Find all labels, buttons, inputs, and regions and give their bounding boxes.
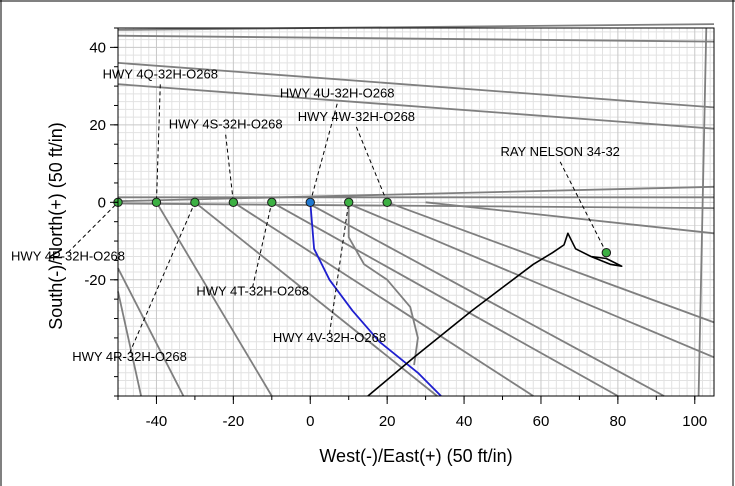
leader-line (309, 103, 338, 203)
offset-wellpath-line (386, 201, 715, 324)
x-tick-label: 60 (533, 413, 550, 430)
y-tick-label: 20 (89, 117, 106, 134)
well-marker (267, 197, 277, 208)
x-tick-label: 100 (682, 413, 707, 430)
well-marker (382, 197, 392, 208)
offset-wellpath-line (271, 201, 619, 397)
leader-line (225, 134, 234, 203)
leader-line (328, 202, 350, 334)
well-marker (344, 197, 354, 208)
well-label: HWY 4V-32H-O268 (273, 330, 386, 345)
well-label: HWY 4Q-32H-O268 (103, 66, 218, 81)
wellpath-line-blue (309, 202, 442, 397)
well-label: HWY 4S-32H-O268 (169, 117, 283, 132)
x-tick-label: -40 (146, 413, 168, 430)
offset-wellpath-line (232, 201, 534, 397)
offset-wellpath-line (117, 34, 715, 43)
offset-wellpath-line (344, 201, 715, 359)
offset-wellpath-line (117, 202, 715, 209)
y-tick-label: 0 (98, 194, 106, 211)
y-tick-label: -20 (84, 272, 106, 289)
well-marker (305, 197, 315, 208)
leader-line (252, 202, 273, 288)
x-axis-title: West(-)/East(+) (50 ft/in) (319, 446, 512, 466)
axis-ticks: -40 -20 0 20 40 60 80 100 -20 0 20 40 (84, 27, 707, 430)
well-marker (601, 247, 612, 258)
plot-border (117, 27, 715, 397)
offset-wellpath-line (117, 62, 715, 109)
x-tick-label: 20 (379, 413, 396, 430)
wellpath-line-black (367, 232, 623, 397)
offset-wellpath-line (117, 23, 715, 31)
offset-wellpath-line (425, 201, 715, 235)
offset-wellpath-line (697, 27, 708, 397)
leader-line (559, 161, 607, 253)
annotation-leaders (67, 84, 607, 354)
offset-wellpath-line (117, 185, 715, 203)
wellpath-series (117, 23, 715, 397)
x-tick-label: 40 (456, 413, 473, 430)
offset-wellpath-line (347, 202, 419, 366)
plot-frame (117, 27, 715, 397)
leader-line (67, 201, 119, 253)
well-marker (151, 197, 162, 208)
offset-wellpath-line (117, 83, 715, 130)
x-tick-label: 80 (610, 413, 627, 430)
well-label: HWY 4T-32H-O268 (196, 283, 308, 298)
x-tick-label: 0 (306, 413, 314, 430)
leader-line (155, 84, 161, 203)
offset-wellpath-line (117, 291, 142, 397)
offset-wellpath-line (305, 201, 665, 397)
well-label: HWY 4U-32H-O268 (280, 86, 395, 101)
well-markers (113, 197, 612, 258)
offset-wellpath-line (155, 201, 273, 397)
offset-wellpath-line (194, 201, 438, 397)
offset-wellpath-line (117, 267, 185, 397)
well-label: HWY 4W-32H-O268 (298, 109, 415, 124)
y-tick-label: 40 (89, 39, 106, 56)
well-label: HWY 4P-32H-O268 (11, 248, 125, 263)
y-axis-title: South(-)/North(+) (50 ft/in) (46, 122, 66, 330)
well-label: RAY NELSON 34-32 (500, 144, 619, 159)
annotation-labels: HWY 4P-32H-O268 HWY 4Q-32H-O268 HWY 4R-32H… (11, 66, 620, 364)
well-label: HWY 4R-32H-O268 (72, 349, 187, 364)
well-marker (190, 197, 200, 208)
well-marker (228, 197, 239, 208)
leader-line (129, 202, 196, 354)
x-tick-label: -20 (223, 413, 245, 430)
